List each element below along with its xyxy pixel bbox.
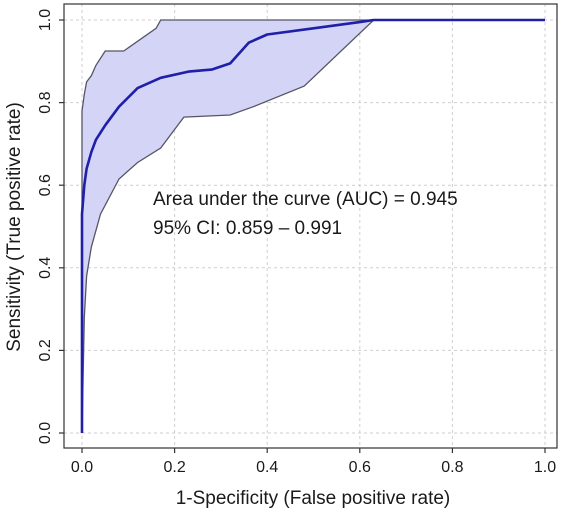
confidence-interval-band — [82, 20, 545, 433]
y-tick-label: 0.4 — [37, 257, 54, 279]
grid — [64, 4, 557, 448]
x-axis-ticks: 0.0 0.2 0.4 0.6 0.8 1.0 — [71, 448, 556, 476]
plot-frame — [63, 3, 558, 449]
y-axis-ticks: 0.0 0.2 0.4 0.6 0.8 1.0 — [37, 9, 64, 444]
roc-curve-line — [80, 18, 545, 433]
x-tick-label: 1.0 — [534, 459, 556, 476]
y-tick-label: 0.2 — [37, 339, 54, 361]
y-axis-title: Sensitivity (True positive rate) — [4, 102, 25, 352]
auc-annotation: Area under the curve (AUC) = 0.945 — [153, 189, 458, 210]
y-tick-label: 1.0 — [37, 9, 54, 31]
x-tick-label: 0.0 — [71, 459, 93, 476]
ci-upper-line — [81, 19, 545, 433]
ci-annotation: 95% CI: 0.859 – 0.991 — [153, 218, 342, 239]
x-tick-label: 0.8 — [441, 459, 463, 476]
x-tick-label: 0.2 — [163, 459, 185, 476]
x-tick-label: 0.6 — [349, 459, 371, 476]
ci-lower-line — [81, 19, 545, 434]
x-axis-title: 1-Specificity (False positive rate) — [176, 488, 451, 509]
y-tick-label: 0.0 — [37, 422, 54, 444]
y-tick-label: 0.8 — [37, 91, 54, 113]
x-tick-label: 0.4 — [256, 459, 278, 476]
y-tick-label: 0.6 — [37, 174, 54, 196]
